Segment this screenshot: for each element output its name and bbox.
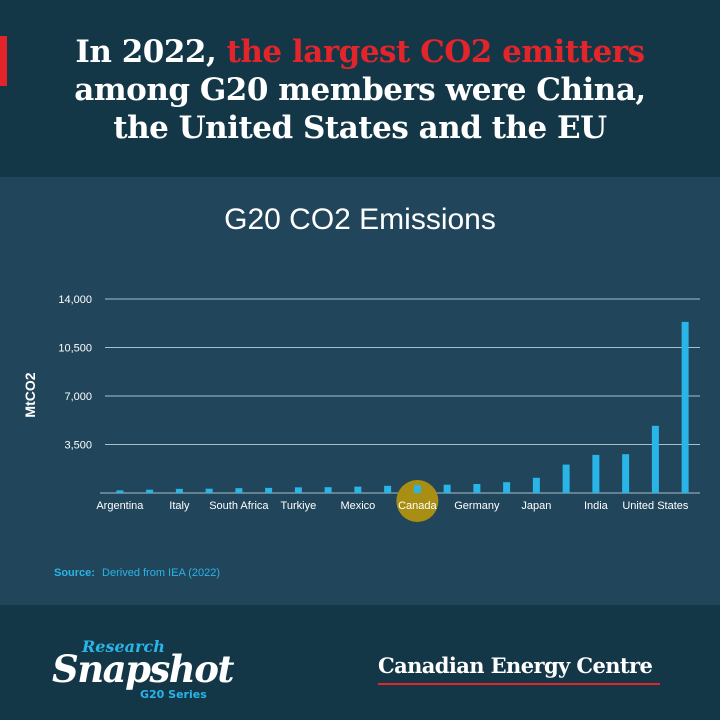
bar	[324, 487, 332, 493]
x-tick-label: India	[584, 500, 609, 512]
bar	[146, 489, 154, 493]
bar	[532, 477, 540, 493]
logo-snapshot-text: Snapshot	[52, 647, 234, 691]
brand-name: Canadian Energy Centre	[378, 653, 653, 678]
y-tick-label: 7,000	[64, 391, 92, 403]
x-tick-label: United States	[622, 500, 689, 512]
research-snapshot-logo: Research Snapshot G20 Series	[52, 637, 242, 703]
source-label: Source: Derived from IEA (2022)	[54, 567, 220, 579]
brand-underline	[378, 683, 660, 685]
bar	[681, 321, 689, 493]
chart-panel	[0, 177, 720, 605]
headline-line3: the United States and the EU	[113, 110, 607, 146]
bar	[651, 425, 659, 493]
chart-title: G20 CO2 Emissions	[224, 203, 496, 236]
headline-line2: among G20 members were China,	[74, 72, 646, 108]
source-text: Derived from IEA (2022)	[102, 567, 220, 579]
y-axis-label: MtCO2	[22, 372, 38, 417]
x-tick-label: Canada	[398, 500, 437, 512]
logo-series-text: G20 Series	[140, 688, 207, 701]
highlight-circle	[396, 480, 439, 522]
bar	[175, 488, 183, 493]
x-tick-label: Germany	[454, 500, 500, 512]
bar	[503, 482, 511, 493]
accent-bar	[0, 36, 7, 86]
bar	[592, 454, 600, 493]
header-panel	[0, 0, 720, 177]
bar	[235, 488, 243, 493]
canadian-energy-centre-logo: Canadian Energy Centre	[378, 653, 664, 687]
bar	[265, 487, 273, 493]
bar	[205, 488, 213, 493]
bar	[413, 485, 421, 493]
bar	[384, 485, 392, 493]
headline-before: In 2022,	[75, 34, 227, 70]
logo-research-text: Research	[82, 637, 165, 656]
x-tick-label: Argentina	[96, 500, 144, 512]
y-tick-label: 10,500	[58, 343, 92, 355]
x-tick-label: Turkiye	[281, 500, 317, 512]
headline-highlight: the largest CO2 emitters	[226, 34, 646, 70]
x-tick-label: Japan	[521, 500, 551, 512]
headline: In 2022, the largest CO2 emitters among …	[20, 33, 700, 147]
bar	[443, 484, 451, 493]
y-tick-label: 14,000	[58, 294, 92, 306]
bar	[562, 464, 570, 493]
bar	[473, 483, 481, 493]
bar	[354, 486, 362, 493]
bar	[294, 487, 302, 493]
footer-panel	[0, 605, 720, 720]
source-prefix: Source:	[54, 567, 95, 579]
x-tick-label: South Africa	[209, 500, 269, 512]
bar	[116, 490, 124, 493]
x-tick-label: Italy	[169, 500, 190, 512]
bar	[622, 454, 630, 493]
y-tick-label: 3,500	[64, 440, 92, 452]
x-tick-label: Mexico	[340, 500, 375, 512]
